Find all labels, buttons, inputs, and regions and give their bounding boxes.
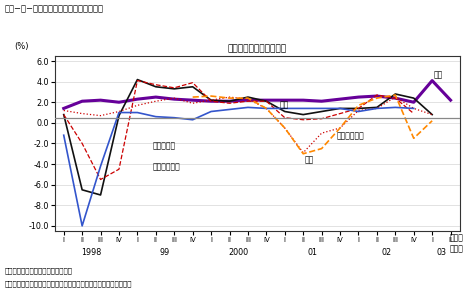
Text: マレーシア: マレーシア [152,141,175,150]
Text: 第１−１−６図　アジア諸国の経済成長率: 第１−１−６図 アジア諸国の経済成長率 [5,5,104,14]
Text: シンガポール: シンガポール [337,131,364,140]
Text: (%): (%) [14,42,28,51]
Text: （期）: （期） [450,233,464,242]
Text: 03: 03 [437,248,447,256]
Text: 1998: 1998 [81,248,101,256]
Text: 02: 02 [381,248,391,256]
Text: 台湾: 台湾 [305,156,314,165]
Text: （年）: （年） [450,244,464,253]
Text: （備考）１．各国統計により作成。: （備考）１．各国統計により作成。 [5,267,73,274]
Text: ２．中国、台湾、マレーシアの季節調整値は内閣府試算。: ２．中国、台湾、マレーシアの季節調整値は内閣府試算。 [5,280,132,287]
Text: 韓国: 韓国 [279,101,289,109]
Text: 中国: 中国 [434,71,443,79]
Text: 01: 01 [308,248,318,256]
Text: インドネシア: インドネシア [152,162,180,171]
Title: アジアの経済成長の鈍化: アジアの経済成長の鈍化 [228,45,287,54]
Text: 99: 99 [160,248,170,256]
Text: 2000: 2000 [228,248,249,256]
